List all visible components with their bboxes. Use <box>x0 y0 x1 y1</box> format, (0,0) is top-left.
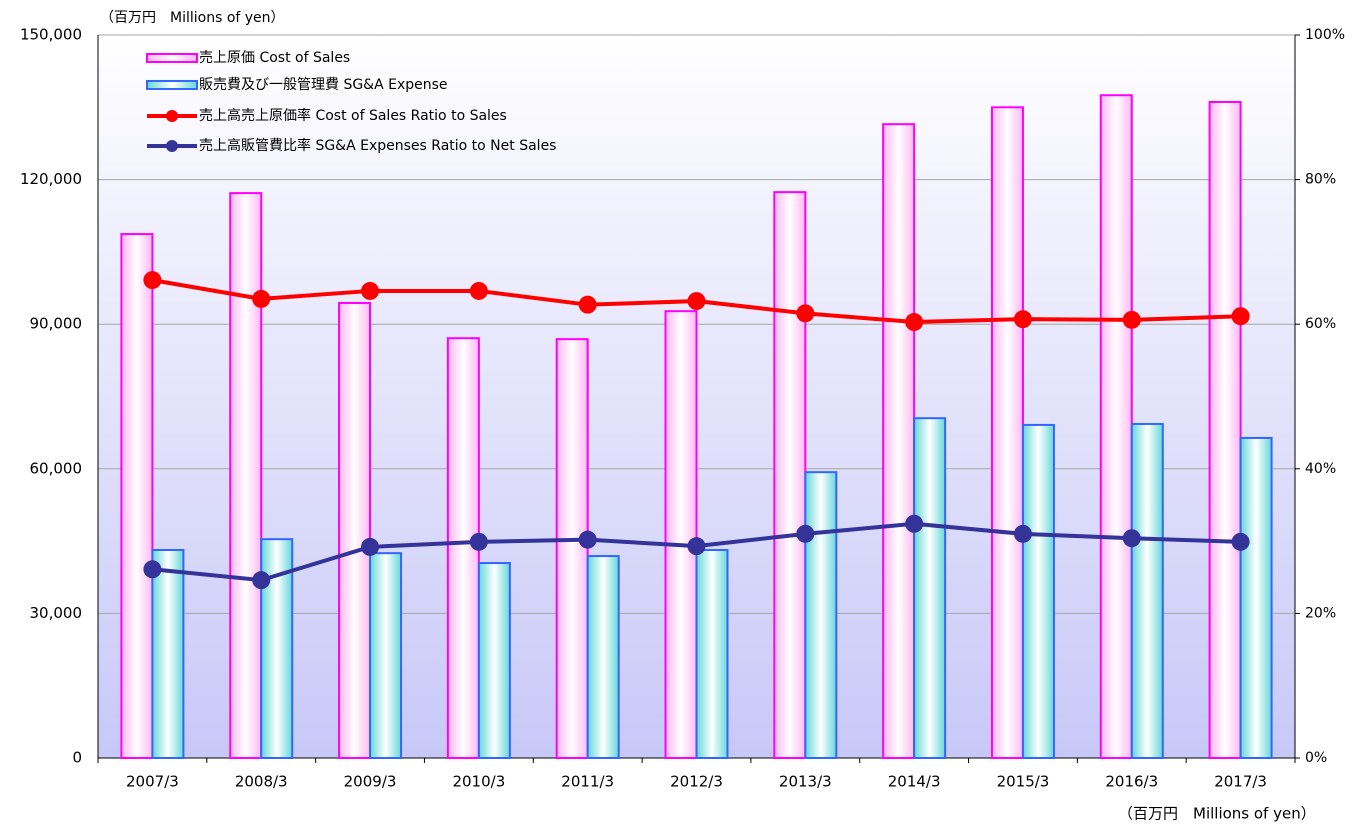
bar <box>151 549 185 760</box>
unit-note: （百万円 Millions of yen） <box>1118 805 1316 823</box>
marker <box>578 530 597 549</box>
marker <box>687 292 706 311</box>
x-tick-label: 2012/3 <box>670 773 723 791</box>
legend-swatch <box>146 53 198 63</box>
bar <box>695 549 729 760</box>
marker <box>1013 310 1032 329</box>
legend-label: 販売費及び一般管理費 SG&A Expense <box>199 77 448 93</box>
x-tick-label: 2016/3 <box>1105 773 1158 791</box>
x-tick-label: 2017/3 <box>1214 773 1267 791</box>
y2-tick-label: 0% <box>1305 750 1327 766</box>
marker <box>687 537 706 556</box>
bar <box>804 471 838 759</box>
bar <box>990 106 1024 760</box>
bar <box>477 562 511 759</box>
bar <box>1239 436 1273 759</box>
marker <box>469 532 488 551</box>
marker <box>1122 529 1141 548</box>
y2-tick-label: 40% <box>1305 461 1336 477</box>
legend-label: 売上原価 Cost of Sales <box>199 50 350 66</box>
marker <box>143 560 162 579</box>
bar <box>1130 422 1164 759</box>
x-tick-label: 2011/3 <box>561 773 614 791</box>
y-tick-label: 30,000 <box>30 604 83 622</box>
bar <box>913 417 947 759</box>
marker <box>1013 524 1032 543</box>
bar <box>555 338 589 759</box>
marker <box>361 281 380 300</box>
legend-label: 売上高売上原価率 Cost of Sales Ratio to Sales <box>199 107 507 124</box>
legend-swatch <box>166 110 178 122</box>
marker <box>905 514 924 533</box>
y2-tick-label: 60% <box>1305 316 1336 332</box>
bar <box>338 301 372 759</box>
x-tick-label: 2009/3 <box>344 773 397 791</box>
legend-swatch <box>146 80 198 90</box>
bar <box>882 123 916 760</box>
marker <box>143 271 162 290</box>
x-tick-label: 2007/3 <box>126 773 179 791</box>
marker <box>252 289 271 308</box>
bar <box>1208 100 1242 760</box>
marker <box>1231 532 1250 551</box>
bar <box>120 233 154 760</box>
bar <box>1021 423 1055 759</box>
marker <box>796 304 815 323</box>
bar <box>369 552 403 760</box>
marker <box>361 537 380 556</box>
y-tick-label: 0 <box>72 749 82 767</box>
y2-tick-label: 100% <box>1305 27 1345 43</box>
x-tick-label: 2010/3 <box>452 773 505 791</box>
legend-label: 売上高販管費比率 SG&A Expenses Ratio to Net Sale… <box>199 137 556 154</box>
y2-tick-label: 80% <box>1305 172 1336 188</box>
y-tick-label: 120,000 <box>20 170 82 188</box>
y-tick-label: 150,000 <box>20 26 82 44</box>
bar <box>1099 94 1133 759</box>
marker <box>252 571 271 590</box>
marker <box>905 313 924 332</box>
bar <box>586 555 620 759</box>
unit-note: （百万円 Millions of yen） <box>100 10 285 26</box>
bar <box>664 310 698 759</box>
y2-tick-label: 20% <box>1305 605 1336 621</box>
bar <box>229 192 263 759</box>
x-tick-label: 2013/3 <box>779 773 832 791</box>
y-tick-label: 90,000 <box>30 315 83 333</box>
marker <box>578 295 597 314</box>
x-tick-label: 2015/3 <box>997 773 1050 791</box>
marker <box>1231 307 1250 326</box>
marker <box>469 281 488 300</box>
bar <box>773 191 807 759</box>
legend-swatch <box>166 140 178 152</box>
marker <box>1122 310 1141 329</box>
x-tick-label: 2008/3 <box>235 773 288 791</box>
x-tick-label: 2014/3 <box>888 773 941 791</box>
y-tick-label: 60,000 <box>30 459 83 477</box>
marker <box>796 524 815 543</box>
